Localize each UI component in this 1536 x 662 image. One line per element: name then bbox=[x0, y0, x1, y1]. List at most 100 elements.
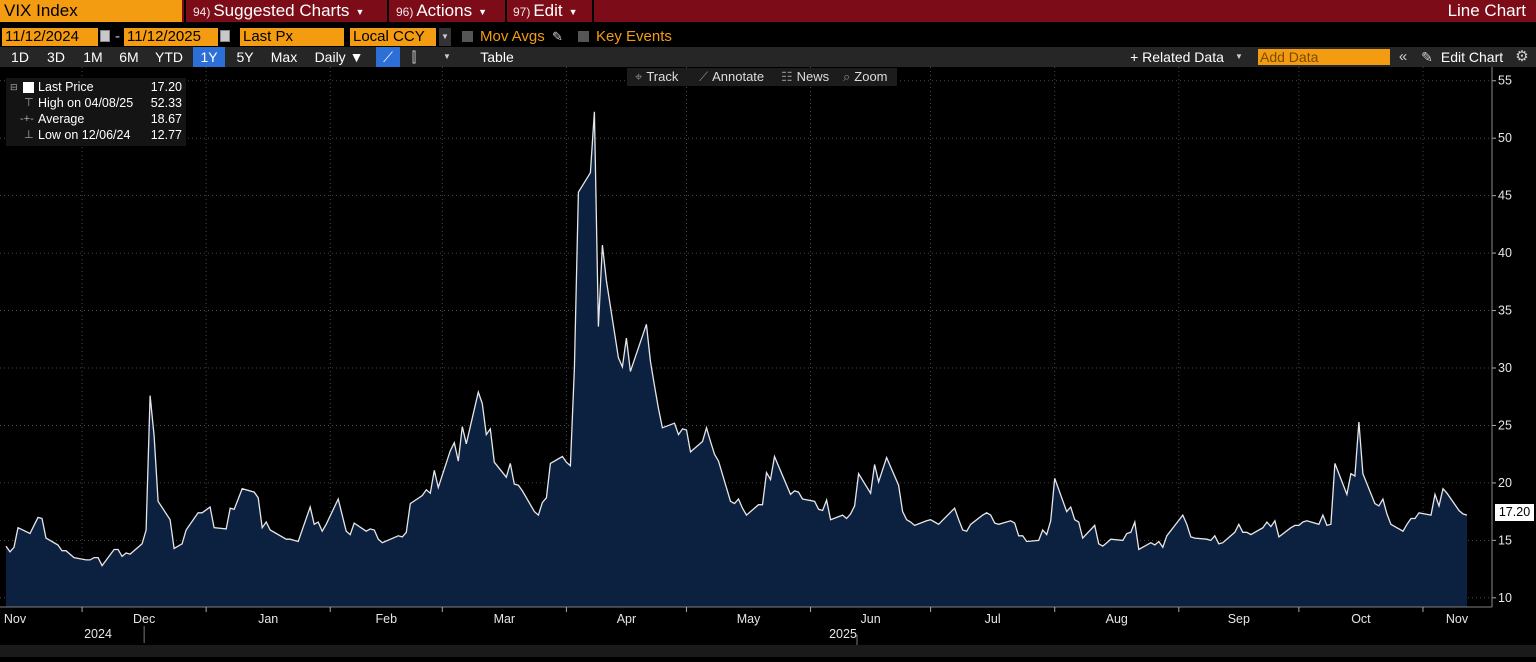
series-swatch bbox=[23, 82, 34, 93]
legend-label: Average bbox=[38, 112, 85, 126]
legend-label: Low on 12/06/24 bbox=[38, 128, 131, 142]
mov-avgs-checkbox[interactable] bbox=[462, 31, 473, 42]
period-ytd[interactable]: YTD bbox=[155, 49, 183, 65]
x-tick-label: Mar bbox=[494, 612, 516, 626]
edit-menu[interactable]: 97) Edit ▼ bbox=[513, 0, 578, 22]
period-1d[interactable]: 1D bbox=[11, 49, 29, 65]
legend-value: 18.67 bbox=[150, 112, 182, 126]
year-label: 2025 bbox=[829, 627, 857, 641]
track-tool[interactable]: ⌖ Track bbox=[635, 68, 678, 86]
period-1y[interactable]: 1Y bbox=[193, 47, 225, 67]
y-tick-label: 10 bbox=[1498, 591, 1512, 605]
zoom-icon: ⌕ bbox=[843, 69, 851, 84]
related-data-dropdown-icon[interactable]: ▼ bbox=[1235, 52, 1243, 61]
x-tick-label: Nov bbox=[1446, 612, 1469, 626]
zoom-tool[interactable]: ⌕ Zoom bbox=[843, 68, 888, 86]
x-tick-label: Jan bbox=[258, 612, 278, 626]
table-button[interactable]: Table bbox=[480, 49, 514, 65]
gear-icon[interactable]: ⚙ bbox=[1515, 48, 1529, 65]
x-tick-label: Jul bbox=[985, 612, 1001, 626]
pencil-icon[interactable]: ✎ bbox=[1421, 49, 1433, 65]
x-tick-label: Aug bbox=[1106, 612, 1128, 626]
currency-selector[interactable]: Local CCY bbox=[350, 28, 436, 46]
y-tick-label: 40 bbox=[1498, 246, 1512, 260]
start-date-field[interactable]: 11/12/2024 bbox=[2, 28, 98, 46]
y-axis: 10 15 20 25 30 35 40 45 50 55 bbox=[1491, 67, 1512, 607]
y-tick-label: 55 bbox=[1498, 74, 1512, 88]
tool-label: Annotate bbox=[712, 69, 765, 84]
period-max[interactable]: Max bbox=[270, 49, 298, 65]
divider bbox=[592, 0, 594, 22]
edit-chart-button[interactable]: Edit Chart bbox=[1440, 49, 1504, 65]
legend-last-price: ⊟ Last Price 17.20 bbox=[6, 79, 186, 95]
line-chart-icon[interactable]: ⟋ bbox=[376, 47, 400, 67]
menu-label: Actions bbox=[416, 1, 473, 20]
pencil-icon[interactable]: ✎ bbox=[552, 29, 563, 44]
annotate-icon: ⟋ bbox=[699, 69, 709, 84]
caret-down-icon: ▼ bbox=[355, 6, 365, 17]
menu-number: 94) bbox=[193, 5, 211, 19]
y-tick-label: 20 bbox=[1498, 476, 1512, 490]
legend-value: 17.20 bbox=[150, 80, 182, 94]
tool-label: Track bbox=[646, 69, 679, 84]
frequency-dropdown[interactable]: Daily ▼ bbox=[314, 49, 364, 65]
suggested-charts-menu[interactable]: 94) Suggested Charts ▼ bbox=[193, 0, 364, 22]
calendar-icon[interactable] bbox=[220, 30, 230, 42]
key-events-checkbox[interactable] bbox=[578, 31, 589, 42]
collapse-icon[interactable]: « bbox=[1398, 48, 1408, 65]
average-marker-icon: -+- bbox=[20, 113, 34, 125]
y-tick-label: 25 bbox=[1498, 418, 1512, 432]
menu-number: 97) bbox=[513, 5, 531, 19]
chart-legend[interactable]: ⊟ Last Price 17.20 ⊤ High on 04/08/25 52… bbox=[6, 78, 186, 146]
chart-tools-bar: ⌖ Track ⟋ Annotate ☷ News ⌕ Zoom bbox=[627, 68, 897, 86]
legend-label: Last Price bbox=[38, 80, 94, 94]
vix-area-fill bbox=[6, 111, 1467, 608]
news-icon: ☷ bbox=[781, 69, 793, 84]
period-5y[interactable]: 5Y bbox=[236, 49, 254, 65]
legend-high: ⊤ High on 04/08/25 52.33 bbox=[6, 95, 186, 111]
period-1m[interactable]: 1M bbox=[83, 49, 103, 65]
menu-number: 96) bbox=[396, 5, 414, 19]
news-tool[interactable]: ☷ News bbox=[781, 68, 829, 86]
x-tick-label: May bbox=[737, 612, 761, 626]
date-separator: - bbox=[115, 28, 120, 45]
divider bbox=[505, 0, 507, 22]
ticker-field[interactable]: VIX Index bbox=[0, 0, 182, 22]
legend-label: High on 04/08/25 bbox=[38, 96, 134, 110]
legend-value: 52.33 bbox=[150, 96, 182, 110]
x-tick-label: Jun bbox=[861, 612, 881, 626]
x-axis: Nov Dec Jan Feb Mar Apr May Jun Jul Aug Sep Oct Nov 2… bbox=[4, 607, 1469, 647]
legend-value: 12.77 bbox=[150, 128, 182, 142]
low-marker-icon: ⊥ bbox=[24, 129, 34, 141]
x-tick-label: Sep bbox=[1228, 612, 1250, 626]
period-3d[interactable]: 3D bbox=[47, 49, 65, 65]
collapse-icon[interactable]: ⊟ bbox=[10, 82, 18, 92]
tool-label: News bbox=[796, 69, 830, 84]
year-label: 2024 bbox=[84, 627, 112, 641]
y-tick-label: 45 bbox=[1498, 189, 1512, 203]
tool-label: Zoom bbox=[854, 69, 888, 84]
field-selector[interactable]: Last Px bbox=[240, 28, 344, 46]
currency-dropdown-icon[interactable]: ▼ bbox=[439, 28, 451, 46]
title-bar bbox=[0, 0, 1536, 22]
caret-down-icon: ▼ bbox=[478, 6, 488, 17]
y-tick-label: 35 bbox=[1498, 304, 1512, 318]
y-tick-label: 15 bbox=[1498, 533, 1512, 547]
divider bbox=[387, 0, 389, 22]
calendar-icon[interactable] bbox=[100, 30, 110, 42]
y-tick-label: 50 bbox=[1498, 131, 1512, 145]
add-data-input[interactable]: Add Data bbox=[1258, 49, 1390, 65]
mov-avgs-label[interactable]: Mov Avgs bbox=[480, 28, 545, 45]
menu-label: Suggested Charts bbox=[213, 1, 350, 20]
x-tick-label: Dec bbox=[133, 612, 155, 626]
actions-menu[interactable]: 96) Actions ▼ bbox=[396, 0, 487, 22]
annotate-tool[interactable]: ⟋ Annotate bbox=[699, 68, 764, 86]
bar-chart-icon[interactable]: ⫿ bbox=[411, 49, 417, 65]
chart-style-dropdown-icon[interactable]: ▼ bbox=[443, 52, 451, 61]
chart-area[interactable]: 10 15 20 25 30 35 40 45 50 55 Nov Dec Jan Feb Mar Apr M… bbox=[0, 67, 1536, 657]
related-data-button[interactable]: + Related Data bbox=[1130, 49, 1224, 65]
key-events-label[interactable]: Key Events bbox=[596, 28, 672, 45]
end-date-field[interactable]: 11/12/2025 bbox=[124, 28, 218, 46]
period-6m[interactable]: 6M bbox=[119, 49, 139, 65]
